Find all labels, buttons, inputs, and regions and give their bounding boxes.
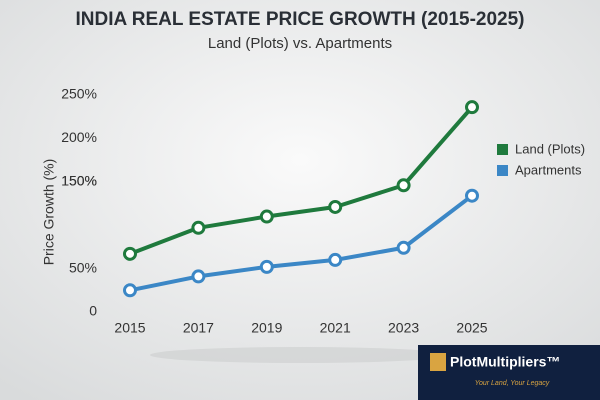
- data-point: [123, 283, 137, 298]
- y-tick-label: 150%: [61, 173, 97, 189]
- legend-label: Apartments: [515, 162, 582, 177]
- brand-icon: [430, 353, 446, 371]
- data-point: [465, 100, 479, 115]
- data-point: [396, 240, 411, 255]
- data-point: [123, 246, 137, 261]
- y-axis-label: Price Growth (%): [41, 159, 57, 266]
- brand-box: [418, 345, 600, 400]
- x-tick-label: 2023: [388, 320, 419, 336]
- brand-name: PlotMultipliers™: [450, 354, 560, 370]
- data-point: [465, 188, 479, 203]
- y-tick-label: 150%: [61, 173, 97, 189]
- x-tick-label: 2017: [183, 320, 214, 336]
- data-point: [259, 259, 274, 274]
- shadow: [150, 347, 450, 363]
- series-line: [129, 105, 474, 256]
- data-point: [191, 220, 206, 235]
- series-line: [129, 194, 474, 293]
- data-point: [396, 178, 411, 193]
- data-point: [328, 252, 343, 267]
- brand-tagline: Your Land, Your Legacy: [475, 380, 550, 387]
- chart-subtitle: Land (Plots) vs. Apartments: [208, 35, 392, 52]
- y-tick-label: 0: [89, 303, 97, 319]
- legend-swatch: [497, 165, 508, 176]
- x-tick-label: 2015: [114, 320, 145, 336]
- y-tick-label: 200%: [61, 129, 97, 145]
- x-tick-label: 2019: [251, 320, 282, 336]
- x-tick-label: 2025: [456, 320, 487, 336]
- data-point: [191, 269, 206, 284]
- y-tick-label: 50%: [69, 259, 97, 275]
- legend-swatch: [497, 144, 508, 155]
- y-tick-label: 250%: [61, 86, 97, 102]
- data-point: [328, 199, 343, 214]
- x-tick-label: 2021: [320, 320, 351, 336]
- chart-title: INDIA REAL ESTATE PRICE GROWTH (2015-202…: [75, 9, 524, 30]
- legend-label: Land (Plots): [515, 141, 585, 156]
- data-point: [259, 209, 274, 224]
